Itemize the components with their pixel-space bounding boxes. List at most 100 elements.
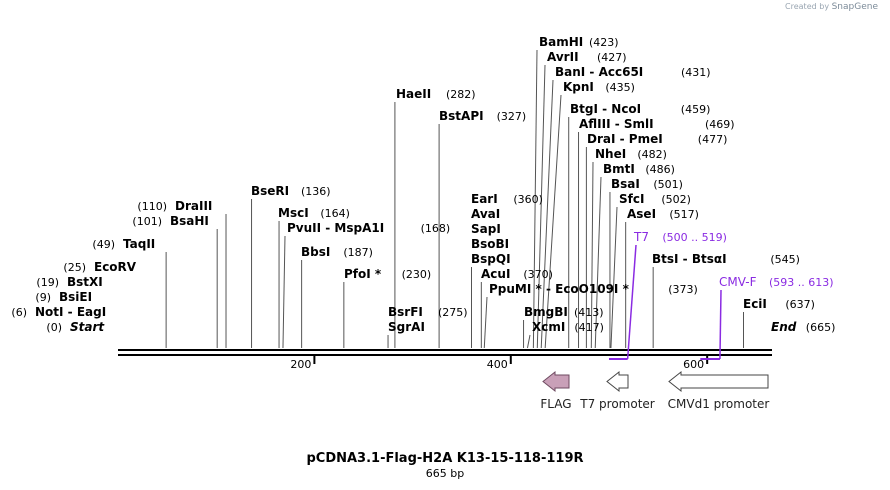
site-position: (427) xyxy=(597,51,627,64)
site-leader-line xyxy=(483,296,488,349)
enzyme-label[interactable]: AseI xyxy=(627,207,656,221)
enzyme-label[interactable]: EciI xyxy=(743,297,767,311)
site-position: (413) xyxy=(574,306,604,319)
enzyme-label[interactable]: SfcI xyxy=(619,192,644,206)
site-position: (275) xyxy=(438,306,468,319)
enzyme-label[interactable]: AflIII - SmlI xyxy=(579,117,654,131)
enzyme-label[interactable]: AcuI xyxy=(481,267,510,281)
primer-connector xyxy=(626,244,637,360)
site-leader-line xyxy=(532,49,538,349)
site-position: (459) xyxy=(681,103,711,116)
enzyme-label[interactable]: BsoBI xyxy=(471,237,509,251)
site-leader-line xyxy=(590,161,594,349)
site-position: (101) xyxy=(132,215,162,228)
feature-arrow[interactable] xyxy=(606,370,629,393)
primer-range: (500 .. 519) xyxy=(662,231,727,244)
enzyme-label[interactable]: BsaHI xyxy=(170,214,209,228)
site-leader-line xyxy=(536,64,546,349)
site-position: (482) xyxy=(637,148,667,161)
primers: T7 (500 .. 519) CMV-F (593 .. 613) xyxy=(608,230,834,360)
site-leader-line xyxy=(544,94,562,349)
site-leader-line xyxy=(594,176,602,349)
site-leader-line xyxy=(282,235,286,349)
enzyme-label[interactable]: TaqII xyxy=(123,237,155,251)
enzyme-label[interactable]: BsrFI xyxy=(388,305,423,319)
snapgene-watermark: Created by SnapGene xyxy=(785,2,878,12)
primer-range: (593 .. 613) xyxy=(769,276,834,289)
enzyme-label[interactable]: BamHI xyxy=(539,35,583,49)
enzyme-label[interactable]: DraIII xyxy=(175,199,212,213)
ruler: 200 400 600 xyxy=(290,356,709,371)
enzyme-label[interactable]: BanI - Acc65I xyxy=(555,65,643,79)
plasmid-length: 665 bp xyxy=(425,467,465,480)
primer-name[interactable]: CMV-F xyxy=(719,275,757,289)
enzyme-label[interactable]: BstXI xyxy=(67,275,103,289)
primer-name[interactable]: T7 xyxy=(633,230,649,244)
site-position: (282) xyxy=(446,88,476,101)
enzyme-label[interactable]: PpuMI * - EcoO109I * xyxy=(489,282,630,296)
site-leader-line xyxy=(610,206,618,349)
site-position: (370) xyxy=(523,268,553,281)
site-leader-line xyxy=(526,334,531,349)
site-labels: Start (0) NotI - EagI (6) BsiEI (9) BstXI (19) E… xyxy=(11,35,835,334)
enzyme-label[interactable]: PvuII - MspA1I xyxy=(287,221,384,235)
site-position: (0) xyxy=(46,321,62,334)
enzyme-label[interactable]: BspQI xyxy=(471,252,511,266)
feature-arrow[interactable] xyxy=(542,370,570,393)
enzyme-label[interactable]: MscI xyxy=(278,206,309,220)
site-position: (477) xyxy=(698,133,728,146)
site-position: (517) xyxy=(669,208,699,221)
enzyme-label[interactable]: BsaI xyxy=(611,177,640,191)
enzyme-label[interactable]: KpnI xyxy=(563,80,594,94)
site-position: (230) xyxy=(402,268,432,281)
enzyme-label[interactable]: NotI - EagI xyxy=(35,305,106,319)
ruler-tick-label: 200 xyxy=(290,358,311,371)
site-position: (6) xyxy=(11,306,27,319)
sequence-axis xyxy=(118,349,772,356)
enzyme-label[interactable]: BtsI - BtsαI xyxy=(652,252,727,266)
site-position: (373) xyxy=(668,283,698,296)
features: FLAG T7 promoter CMVd1 promoter xyxy=(540,370,770,411)
enzyme-label[interactable]: BtgI - NcoI xyxy=(570,102,641,116)
site-leader-lines xyxy=(165,49,745,349)
enzyme-label[interactable]: BstAPI xyxy=(439,109,484,123)
site-position: (423) xyxy=(589,36,619,49)
enzyme-label[interactable]: SapI xyxy=(471,222,501,236)
ruler-tick-label: 600 xyxy=(683,358,704,371)
enzyme-label[interactable]: NheI xyxy=(595,147,626,161)
enzyme-label[interactable]: DraI - PmeI xyxy=(587,132,663,146)
site-position: (9) xyxy=(35,291,51,304)
enzyme-label[interactable]: XcmI xyxy=(532,320,565,334)
site-position: (486) xyxy=(645,163,675,176)
enzyme-label[interactable]: BmtI xyxy=(603,162,635,176)
feature-label: FLAG xyxy=(540,397,571,411)
enzyme-label[interactable]: BsiEI xyxy=(59,290,92,304)
enzyme-label[interactable]: EarI xyxy=(471,192,498,206)
feature-arrow[interactable] xyxy=(668,370,769,393)
enzyme-label[interactable]: SgrAI xyxy=(388,320,425,334)
sequence-start-label[interactable]: Start xyxy=(70,320,105,334)
site-position: (417) xyxy=(574,321,604,334)
enzyme-label[interactable]: PfoI * xyxy=(344,267,382,281)
site-position: (168) xyxy=(421,222,451,235)
site-position: (431) xyxy=(681,66,711,79)
enzyme-label[interactable]: AvrII xyxy=(547,50,579,64)
site-position: (136) xyxy=(301,185,331,198)
site-position: (164) xyxy=(320,207,350,220)
enzyme-label[interactable]: BmgBI xyxy=(524,305,568,319)
enzyme-label[interactable]: AvaI xyxy=(471,207,500,221)
site-position: (435) xyxy=(605,81,635,94)
enzyme-label[interactable]: BbsI xyxy=(301,245,330,259)
enzyme-label[interactable]: BseRI xyxy=(251,184,289,198)
watermark-brand: SnapGene xyxy=(831,2,878,12)
watermark-prefix: Created by xyxy=(785,2,830,11)
feature-label: CMVd1 promoter xyxy=(668,397,770,411)
site-position: (187) xyxy=(343,246,373,259)
site-position: (19) xyxy=(36,276,59,289)
site-position: (327) xyxy=(497,110,527,123)
enzyme-label[interactable]: EcoRV xyxy=(94,260,137,274)
sequence-end-label[interactable]: End xyxy=(771,320,797,334)
enzyme-label[interactable]: HaeII xyxy=(396,87,431,101)
site-position: (25) xyxy=(63,261,86,274)
